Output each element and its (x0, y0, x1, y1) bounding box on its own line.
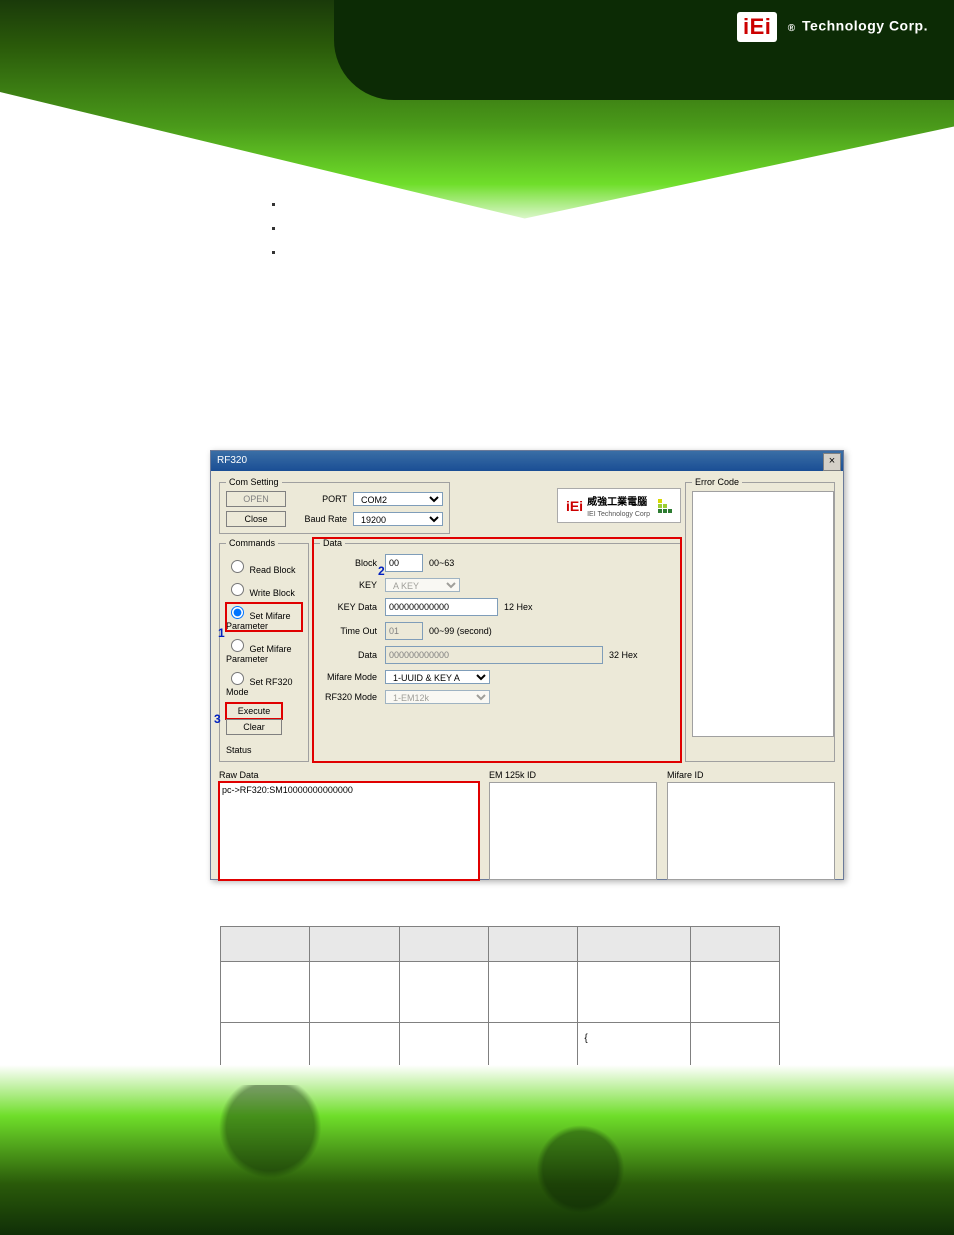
brand-logo: iEi ® Technology Corp. (737, 12, 928, 42)
logo-cn: 威強工業電腦 (587, 497, 647, 508)
window-title: RF320 (217, 455, 247, 466)
rf320-window: RF320 × Com Setting OPEN PORT COM2 Close… (210, 450, 844, 880)
td (578, 962, 690, 1023)
timeout-input (385, 622, 423, 640)
cmd-get-mifare-parameter[interactable]: Get Mifare Parameter (226, 636, 302, 664)
execute-button[interactable]: Execute (226, 703, 282, 719)
error-code-legend: Error Code (692, 477, 742, 487)
mifaremode-label: Mifare Mode (324, 672, 379, 682)
vendor-logo: iEi 威強工業電腦 IEI Technology Corp (557, 488, 681, 523)
td (690, 962, 779, 1023)
mifaremode-select[interactable]: 1-UUID & KEY A (385, 670, 490, 684)
block-note: 00~63 (429, 558, 454, 568)
baud-label: Baud Rate (292, 514, 347, 524)
logo-sub: IEI Technology Corp (587, 511, 650, 518)
rf320mode-label: RF320 Mode (324, 692, 379, 702)
output-row: Raw Data pc->RF320:SM10000000000000 EM 1… (219, 766, 835, 880)
block-input[interactable] (385, 554, 423, 572)
em125k-box (489, 782, 657, 880)
cmd-write-block[interactable]: Write Block (226, 580, 302, 598)
keydata-input[interactable] (385, 598, 498, 616)
commands-group: Commands Read Block Write Block Set Mifa… (219, 538, 309, 762)
td (310, 962, 399, 1023)
brand-iei: iEi (737, 12, 777, 42)
titlebar[interactable]: RF320 × (211, 451, 843, 471)
keydata-note: 12 Hex (504, 602, 533, 612)
spec-table: { (220, 926, 780, 1084)
baud-select[interactable]: 19200 (353, 512, 443, 526)
timeout-note: 00~99 (second) (429, 626, 492, 636)
th (310, 927, 399, 962)
th (221, 927, 310, 962)
rawdata-label: Raw Data (219, 770, 479, 780)
port-select[interactable]: COM2 (353, 492, 443, 506)
bullet-list (245, 187, 285, 271)
header-dark-strip: iEi ® Technology Corp. (334, 0, 954, 100)
reg-mark: ® (788, 23, 796, 34)
callout-1: 1 (218, 626, 225, 640)
status-label: Status (226, 745, 302, 755)
com-setting-legend: Com Setting (226, 477, 282, 487)
td (221, 962, 310, 1023)
data-label: Data (324, 650, 379, 660)
error-code-group: Error Code (685, 477, 835, 762)
th (578, 927, 690, 962)
logo-iei: iEi (566, 498, 583, 514)
footer-band (0, 1065, 954, 1235)
th (488, 927, 577, 962)
error-code-box (692, 491, 834, 737)
key-label: KEY (324, 580, 379, 590)
data-note: 32 Hex (609, 650, 638, 660)
cmd-set-mifare-parameter[interactable]: Set Mifare Parameter (226, 603, 302, 631)
keydata-label: KEY Data (324, 602, 379, 612)
rf320mode-select: 1-EM12k (385, 690, 490, 704)
th (690, 927, 779, 962)
open-button[interactable]: OPEN (226, 491, 286, 507)
mifareid-label: Mifare ID (667, 770, 835, 780)
data-legend: Data (320, 538, 345, 548)
em125k-label: EM 125k ID (489, 770, 657, 780)
callout-2: 2 (378, 564, 385, 578)
key-select[interactable]: A KEY (385, 578, 460, 592)
cmd-read-block[interactable]: Read Block (226, 557, 302, 575)
rawdata-box: pc->RF320:SM10000000000000 (219, 782, 479, 880)
com-setting-group: Com Setting OPEN PORT COM2 Close Baud Ra… (219, 477, 450, 534)
data-group: Data Block 00~63 KEY A KEY KEY Data 12 H… (313, 538, 681, 762)
td (399, 962, 488, 1023)
timeout-label: Time Out (324, 626, 379, 636)
cmd-set-rf320-mode[interactable]: Set RF320 Mode (226, 669, 302, 697)
block-label: Block (324, 558, 379, 568)
brand-text: Technology Corp. (802, 18, 928, 34)
th (399, 927, 488, 962)
close-icon[interactable]: × (823, 453, 841, 471)
clear-button[interactable]: Clear (226, 719, 282, 735)
logo-square-icon (658, 499, 662, 503)
commands-legend: Commands (226, 538, 278, 548)
port-label: PORT (292, 494, 347, 504)
close-button[interactable]: Close (226, 511, 286, 527)
td (488, 962, 577, 1023)
data-input (385, 646, 603, 664)
callout-3: 3 (214, 712, 221, 726)
mifareid-box (667, 782, 835, 880)
